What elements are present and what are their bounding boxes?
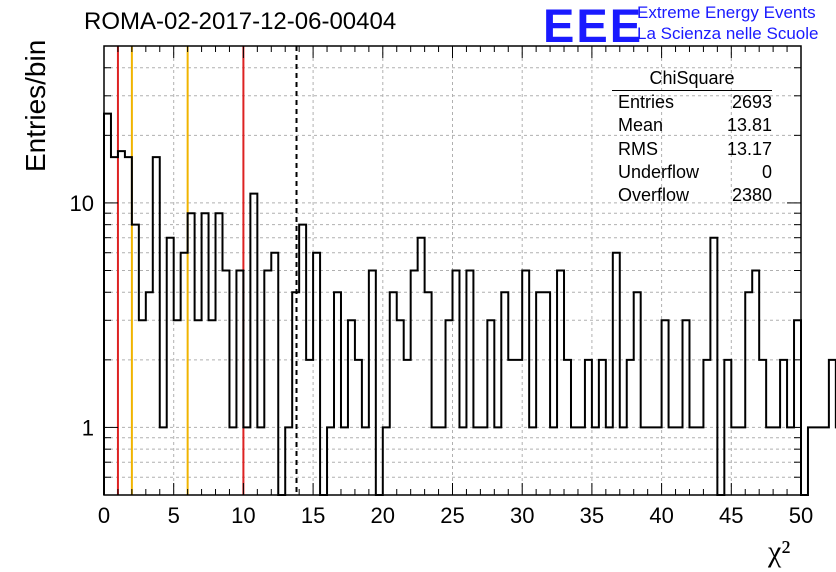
x-tick-label: 40 bbox=[649, 503, 673, 528]
stats-row-underflow: Underflow 0 bbox=[612, 161, 772, 184]
stats-row-rms: RMS 13.17 bbox=[612, 138, 772, 161]
stats-value: 0 bbox=[761, 161, 772, 182]
stats-label: Mean bbox=[618, 115, 664, 136]
stats-value: 2380 bbox=[731, 185, 772, 206]
stats-value: 13.17 bbox=[726, 138, 772, 159]
stats-row-mean: Mean 13.81 bbox=[612, 114, 772, 137]
stats-value: 13.81 bbox=[726, 115, 772, 136]
x-tick-label: 45 bbox=[719, 503, 743, 528]
stats-box: ChiSquare Entries 2693 Mean 13.81 RMS 13… bbox=[612, 68, 772, 207]
histogram-series bbox=[103, 112, 836, 496]
x-tick-label: 30 bbox=[510, 503, 534, 528]
x-tick-label: 20 bbox=[371, 503, 395, 528]
stats-title: ChiSquare bbox=[612, 68, 772, 91]
x-tick-label: 0 bbox=[98, 503, 110, 528]
stats-label: Entries bbox=[618, 92, 675, 112]
stats-label: RMS bbox=[618, 138, 658, 159]
stats-value: 2693 bbox=[731, 92, 772, 112]
x-tick-label: 25 bbox=[440, 503, 464, 528]
x-tick-label: 50 bbox=[789, 503, 813, 528]
x-tick-label: 10 bbox=[231, 503, 255, 528]
stats-row-overflow: Overflow 2380 bbox=[612, 184, 772, 207]
stats-label: Underflow bbox=[618, 161, 700, 182]
y-tick-label: 10 bbox=[70, 191, 94, 216]
stats-label: Overflow bbox=[618, 185, 690, 206]
logo-line-2: La Scienza nelle Scuole bbox=[637, 24, 819, 43]
chart-title: ROMA-02-2017-12-06-00404 bbox=[84, 8, 397, 35]
y-tick-label: 1 bbox=[82, 415, 94, 440]
x-tick-label: 5 bbox=[168, 503, 180, 528]
x-tick-label: 15 bbox=[301, 503, 325, 528]
eee-logo: EEE bbox=[543, 0, 644, 52]
x-tick-label: 35 bbox=[580, 503, 604, 528]
x-axis-label: χ² bbox=[768, 535, 791, 568]
logo-line-1: Extreme Energy Events bbox=[637, 3, 816, 22]
stats-row-entries: Entries 2693 bbox=[612, 91, 772, 114]
